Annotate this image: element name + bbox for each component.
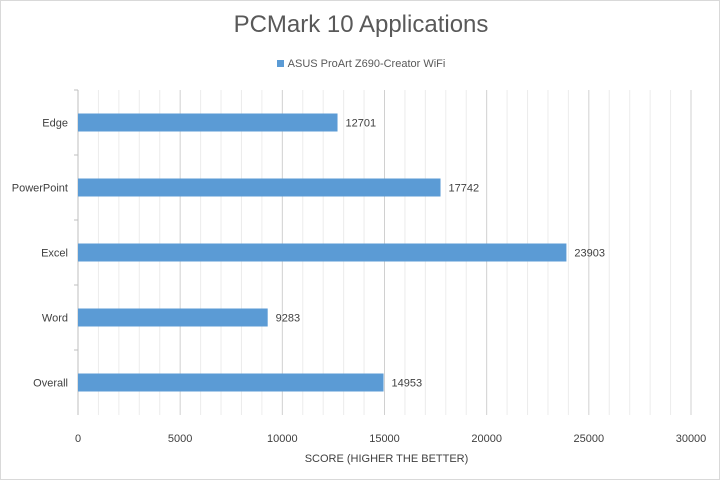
y-category-label: Word [42,313,68,325]
data-label: 9283 [276,313,300,325]
y-category-label: Overall [33,378,68,390]
x-tick-label: 15000 [369,433,400,445]
data-label: 12701 [346,118,377,130]
legend-swatch [276,60,284,67]
bar-word [78,308,268,327]
x-tick-label: 20000 [471,433,502,445]
y-category-label: Excel [41,248,68,260]
data-label: 23903 [574,248,605,260]
data-label: 14953 [392,378,423,390]
bar-overall [78,373,384,392]
bar-edge [78,113,338,132]
x-axis-label: SCORE (HIGHER THE BETTER) [305,453,469,465]
x-tick-label: 0 [75,433,81,445]
y-category-label: Edge [42,118,68,130]
bar-powerpoint [78,178,441,197]
legend: ASUS ProArt Z690-Creator WiFi [1,58,719,70]
legend-label: ASUS ProArt Z690-Creator WiFi [287,58,446,70]
bar-excel [78,243,567,262]
x-tick-label: 5000 [168,433,192,445]
x-tick-label: 30000 [676,433,707,445]
data-label: 17742 [449,183,480,195]
x-tick-label: 25000 [574,433,605,445]
chart-title: PCMark 10 Applications [233,11,489,38]
y-category-label: PowerPoint [12,183,68,195]
x-tick-label: 10000 [267,433,298,445]
